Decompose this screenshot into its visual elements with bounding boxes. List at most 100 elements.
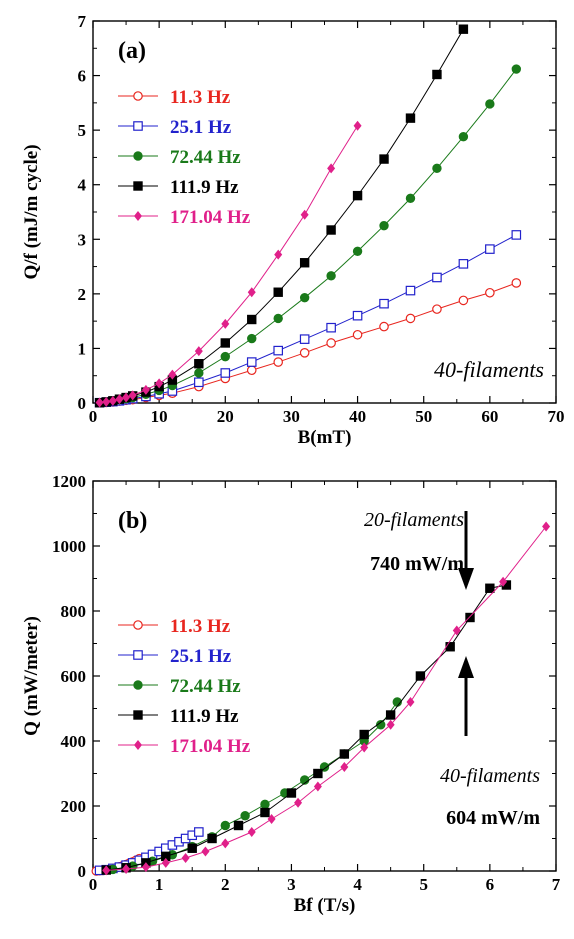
data-point [194, 377, 204, 388]
data-point [247, 314, 257, 325]
data-point [141, 862, 150, 873]
data-point [326, 225, 336, 235]
data-point [233, 820, 244, 831]
data-point [201, 846, 210, 857]
data-point [247, 333, 257, 344]
data-point [432, 272, 442, 283]
data-point [108, 395, 117, 406]
data-point [221, 318, 230, 329]
data-point [299, 334, 310, 344]
legend-label: 171.04 Hz [170, 207, 251, 228]
legend-label: 11.3 Hz [170, 616, 231, 637]
y-tick-label: 1 [78, 339, 87, 358]
y-tick-label: 3 [78, 230, 87, 249]
data-point [485, 244, 495, 254]
arrow-up-head [458, 656, 474, 678]
legend: 11.3 Hz 25.1 Hz 72.44 Hz 111.9 Hz 171.04 Hz [118, 87, 251, 228]
x-tick-label: 3 [287, 875, 296, 894]
legend-label: 171.04 Hz [170, 736, 251, 757]
data-point [452, 625, 461, 636]
data-point [133, 710, 143, 720]
data-point [300, 209, 309, 220]
data-point [313, 768, 323, 779]
data-point [220, 351, 230, 362]
data-point [405, 285, 416, 296]
data-point [133, 121, 143, 131]
data-point [161, 857, 170, 868]
data-point [247, 287, 256, 298]
data-point [432, 163, 442, 174]
x-tick-label: 20 [217, 407, 234, 426]
data-point [432, 304, 442, 314]
data-point [359, 729, 369, 740]
data-point [133, 181, 143, 191]
data-point [220, 820, 230, 831]
legend-label: 111.9 Hz [170, 177, 239, 198]
data-point [458, 295, 469, 306]
data-point [326, 338, 336, 348]
data-point [155, 378, 164, 389]
y-tick-label: 1200 [52, 472, 86, 491]
data-point [194, 368, 204, 378]
series-line [112, 701, 398, 870]
data-point [220, 368, 231, 378]
series-4 [95, 120, 362, 408]
data-point [458, 259, 469, 269]
data-point [115, 394, 124, 405]
x-tick-label: 4 [353, 875, 362, 894]
x-tick-label: 5 [419, 875, 428, 894]
data-point [128, 390, 137, 401]
panel-a: 0 10 20 30 40 50 60 70 0 1 2 3 4 5 6 7 B(mT) Q/f (mJ/m cy… [21, 12, 565, 448]
data-point [299, 258, 310, 268]
data-point [133, 680, 143, 690]
legend-label: 11.3 Hz [170, 87, 231, 108]
data-point [405, 193, 416, 204]
series-2 [108, 697, 402, 875]
x-tick-label: 0 [89, 407, 98, 426]
data-point [294, 797, 303, 808]
data-point [465, 612, 475, 623]
data-point [352, 246, 363, 256]
y-axis-label: Q/f (mJ/m cycle) [21, 144, 42, 279]
data-point [141, 384, 150, 395]
data-point [499, 576, 508, 587]
data-point [415, 671, 426, 681]
data-point [194, 827, 204, 837]
y-tick-label: 200 [61, 797, 87, 816]
data-point [379, 154, 389, 164]
data-point [379, 321, 389, 332]
data-point [133, 151, 143, 161]
data-point [326, 271, 336, 281]
data-point [432, 69, 442, 80]
data-point [133, 210, 143, 222]
data-point [299, 347, 310, 358]
data-point [260, 799, 270, 810]
x-axis-label: Bf (T/s) [294, 895, 356, 916]
data-point [274, 249, 283, 260]
y-tick-label: 800 [61, 602, 87, 621]
data-point [458, 131, 469, 142]
data-point [485, 583, 495, 593]
y-tick-label: 0 [78, 394, 87, 413]
data-point [360, 742, 369, 753]
x-axis-label: B(mT) [298, 427, 352, 448]
data-point [405, 313, 416, 324]
x-tick-label: 10 [151, 407, 168, 426]
data-point [352, 190, 363, 201]
data-point [445, 642, 455, 652]
legend-label: 72.44 Hz [170, 676, 241, 697]
data-point [240, 811, 250, 821]
data-point [246, 357, 257, 367]
annotation-604: 604 mW/m [446, 807, 540, 829]
data-point [95, 397, 104, 408]
data-point [133, 650, 143, 660]
data-point [352, 310, 363, 321]
data-point [327, 163, 336, 174]
legend-label: 25.1 Hz [170, 117, 232, 138]
series-4 [102, 521, 551, 876]
data-point [406, 696, 415, 708]
data-point [168, 369, 177, 380]
annotation-40-filaments: 40-filaments [440, 765, 540, 787]
x-tick-label: 6 [486, 875, 495, 894]
